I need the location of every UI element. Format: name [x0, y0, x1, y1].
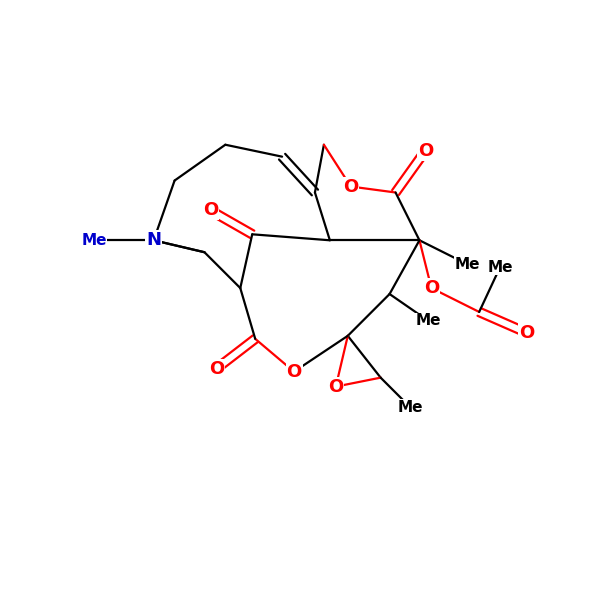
Text: N: N: [146, 231, 161, 249]
Text: Me: Me: [398, 400, 423, 415]
Text: O: O: [343, 178, 358, 196]
Text: O: O: [286, 362, 302, 380]
Text: O: O: [203, 202, 218, 220]
Text: O: O: [424, 279, 439, 297]
Text: O: O: [209, 359, 224, 377]
Text: O: O: [520, 324, 535, 342]
Text: Me: Me: [416, 313, 441, 328]
Text: Me: Me: [487, 260, 513, 275]
Text: O: O: [418, 142, 433, 160]
Text: Me: Me: [81, 233, 107, 248]
Text: O: O: [328, 377, 343, 395]
Text: Me: Me: [454, 257, 480, 272]
